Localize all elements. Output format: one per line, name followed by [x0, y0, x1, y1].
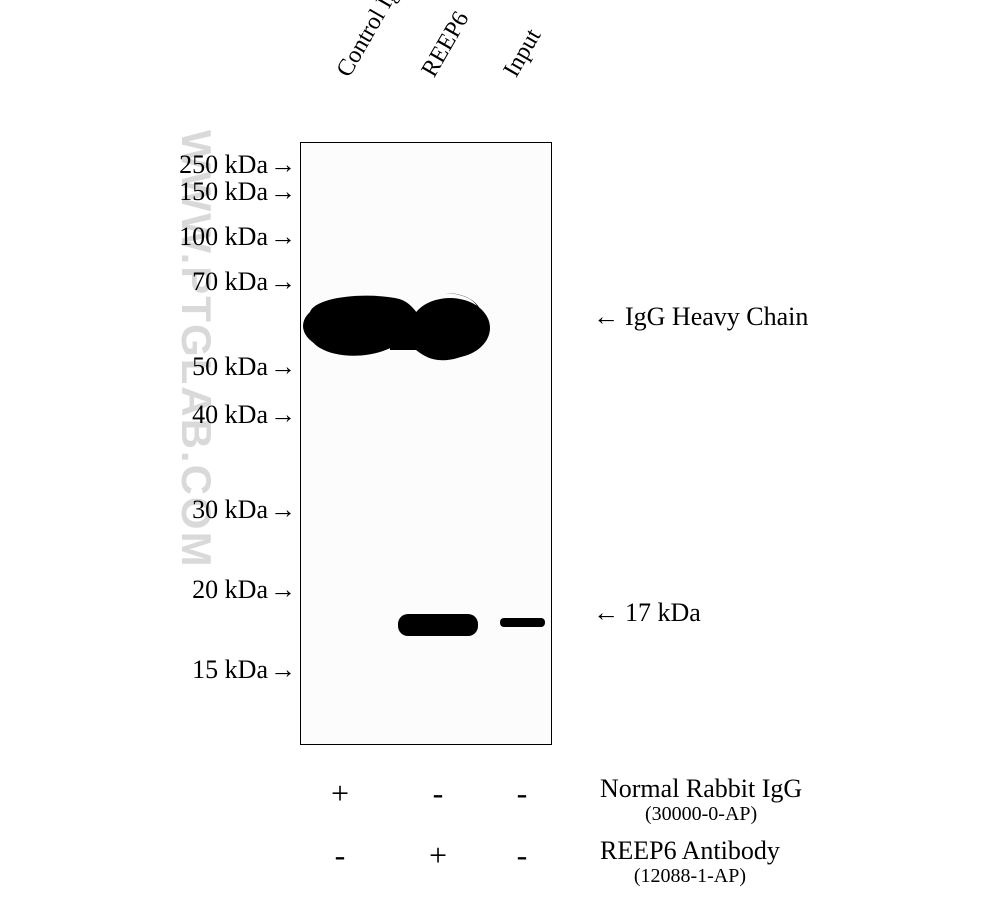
treatment-label-1: REEP6 Antibody(12088-1-AP) [600, 837, 780, 888]
treatment-pm-r1-l1: + [426, 837, 450, 874]
mw-marker-2: 100 kDa→ [0, 221, 296, 252]
arrow-right-icon: → [270, 221, 296, 251]
mw-marker-5: 40 kDa→ [0, 399, 296, 430]
arrow-right-icon: → [270, 176, 296, 206]
band-label-1: ←17 kDa [593, 597, 701, 628]
arrow-right-icon: → [270, 399, 296, 429]
treatment-pm-r0-l2: - [510, 775, 534, 812]
arrow-right-icon: → [270, 351, 296, 381]
arrow-right-icon: → [270, 494, 296, 524]
arrow-right-icon: → [270, 149, 296, 179]
mw-marker-8: 15 kDa→ [0, 654, 296, 685]
mw-marker-3: 70 kDa→ [0, 266, 296, 297]
mw-marker-1: 150 kDa→ [0, 176, 296, 207]
arrow-left-icon: ← [593, 597, 619, 627]
mw-marker-4: 50 kDa→ [0, 351, 296, 382]
blot-bands-svg [0, 0, 1000, 903]
figure-canvas: WWW.PTGLAB.COMControl IgGREEP6Input250 k… [0, 0, 1000, 903]
treatment-pm-r0-l0: + [328, 775, 352, 812]
band-label-0: ←IgG Heavy Chain [593, 301, 808, 332]
mw-marker-7: 20 kDa→ [0, 574, 296, 605]
arrow-right-icon: → [270, 654, 296, 684]
arrow-left-icon: ← [593, 301, 619, 331]
arrow-right-icon: → [270, 266, 296, 296]
treatment-pm-r1-l2: - [510, 837, 534, 874]
treatment-pm-r1-l0: - [328, 837, 352, 874]
mw-marker-6: 30 kDa→ [0, 494, 296, 525]
treatment-pm-r0-l1: - [426, 775, 450, 812]
arrow-right-icon: → [270, 574, 296, 604]
treatment-label-0: Normal Rabbit IgG(30000-0-AP) [600, 775, 802, 826]
